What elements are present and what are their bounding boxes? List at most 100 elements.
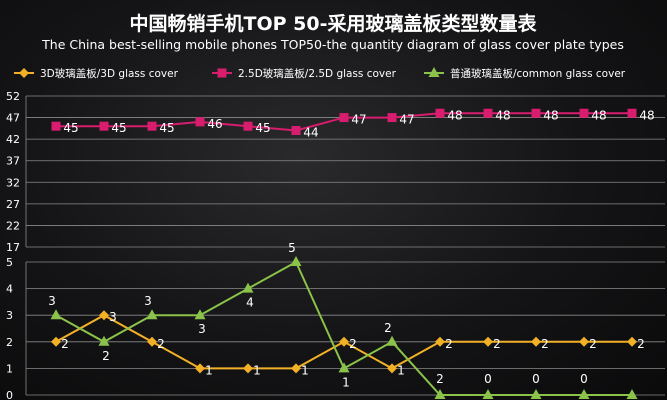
- y-tick-label: 47: [6, 112, 20, 125]
- data-label: 0: [580, 372, 588, 386]
- data-point: [579, 336, 589, 347]
- y-tick-label: 2: [6, 336, 13, 349]
- data-label: 2: [61, 337, 69, 351]
- data-label: 3: [144, 294, 152, 308]
- y-tick-label: 52: [6, 90, 20, 103]
- data-point: [243, 121, 253, 131]
- data-point: [531, 108, 541, 118]
- y-tick-label: 1: [6, 362, 13, 375]
- y-tick-label: 32: [6, 176, 20, 189]
- data-point: [483, 108, 493, 118]
- data-point: [195, 363, 205, 374]
- data-point: [195, 117, 205, 127]
- series-0: 2 3 2 1 1 1 2 1 2 2 2 2 2: [51, 310, 645, 377]
- y-tick-label: 3: [6, 309, 13, 322]
- legend-label: 2.5D玻璃盖板/2.5D glass cover: [238, 67, 397, 80]
- data-point: [50, 309, 62, 320]
- y-tick-label: 22: [6, 219, 20, 232]
- data-point: [483, 336, 493, 347]
- data-label: 44: [303, 126, 318, 140]
- data-label: 0: [484, 372, 492, 386]
- data-label: 2: [102, 349, 110, 363]
- y-axis: 17 22 27 32 37 42 47 52 0 1 2 3 4 5: [6, 90, 20, 400]
- data-label: 48: [495, 108, 510, 122]
- data-label: 45: [111, 121, 126, 135]
- data-point: [146, 309, 158, 320]
- data-label: 2: [637, 337, 645, 351]
- data-point: [242, 282, 254, 293]
- data-label: 48: [639, 108, 654, 122]
- legend-label: 3D玻璃盖板/3D glass cover: [40, 67, 179, 80]
- legend-item: 2.5D玻璃盖板/2.5D glass cover: [212, 67, 397, 80]
- legend: 3D玻璃盖板/3D glass cover 2.5D玻璃盖板/2.5D glass…: [14, 67, 626, 80]
- y-tick-label: 4: [6, 283, 13, 296]
- data-label: 48: [591, 108, 606, 122]
- data-label: 1: [205, 363, 213, 377]
- data-label: 47: [351, 113, 366, 127]
- data-point: [627, 108, 637, 118]
- data-point: [99, 310, 109, 321]
- data-label: 2: [436, 372, 444, 386]
- data-label: 5: [288, 241, 296, 255]
- data-point: [147, 336, 157, 347]
- data-label: 48: [447, 108, 462, 122]
- y-tick-label: 42: [6, 133, 20, 146]
- data-point: [98, 335, 110, 346]
- legend-item: 3D玻璃盖板/3D glass cover: [14, 67, 179, 80]
- data-point: [339, 336, 349, 347]
- data-point: [147, 121, 157, 131]
- y-tick-label: 0: [6, 389, 13, 400]
- data-point: [627, 336, 637, 347]
- data-point: [291, 363, 301, 374]
- chart-subtitle: The China best-selling mobile phones TOP…: [41, 37, 624, 52]
- data-label: 2: [589, 337, 597, 351]
- data-label: 3: [48, 294, 56, 308]
- data-point: [579, 108, 589, 118]
- data-label: 2: [541, 337, 549, 351]
- series-2: 3 2 3 3 4 5 1 2 2 0 0 0: [48, 241, 638, 399]
- data-point: [531, 336, 541, 347]
- data-point: [290, 256, 302, 266]
- y-tick-label: 17: [6, 241, 20, 254]
- data-point: [291, 126, 301, 136]
- chart-title: 中国畅销手机TOP 50-采用玻璃盖板类型数量表: [130, 12, 538, 35]
- data-point: [387, 113, 397, 123]
- data-label: 3: [109, 310, 117, 324]
- data-point: [626, 389, 638, 399]
- legend-label: 普通玻璃盖板/common glass cover: [450, 67, 626, 80]
- series-1: 45 45 45 46 45 44 47 47 48 48 48 48 48: [51, 108, 655, 140]
- data-label: 46: [207, 117, 222, 131]
- data-point: [578, 389, 590, 399]
- data-point: [338, 362, 350, 373]
- data-label: 3: [198, 322, 206, 336]
- data-point: [194, 309, 206, 320]
- data-label: 45: [255, 121, 270, 135]
- data-point: [51, 121, 61, 131]
- y-tick-label: 5: [6, 256, 13, 269]
- data-label: 2: [384, 321, 392, 335]
- data-point: [339, 113, 349, 123]
- data-point: [482, 389, 494, 399]
- data-label: 0: [532, 372, 540, 386]
- data-label: 2: [445, 337, 453, 351]
- data-label: 45: [63, 121, 78, 135]
- data-point: [386, 335, 398, 346]
- data-point: [387, 363, 397, 374]
- data-label: 1: [342, 375, 350, 389]
- data-label: 2: [493, 337, 501, 351]
- legend-marker: [19, 68, 29, 78]
- data-label: 2: [157, 337, 165, 351]
- data-point: [51, 336, 61, 347]
- y-tick-label: 27: [6, 198, 20, 211]
- data-label: 1: [397, 363, 405, 377]
- data-label: 1: [253, 363, 261, 377]
- legend-marker: [217, 68, 227, 78]
- data-label: 1: [301, 363, 309, 377]
- y-tick-label: 37: [6, 155, 20, 168]
- data-point: [434, 389, 446, 399]
- data-point: [99, 121, 109, 131]
- data-point: [435, 336, 445, 347]
- data-point: [435, 108, 445, 118]
